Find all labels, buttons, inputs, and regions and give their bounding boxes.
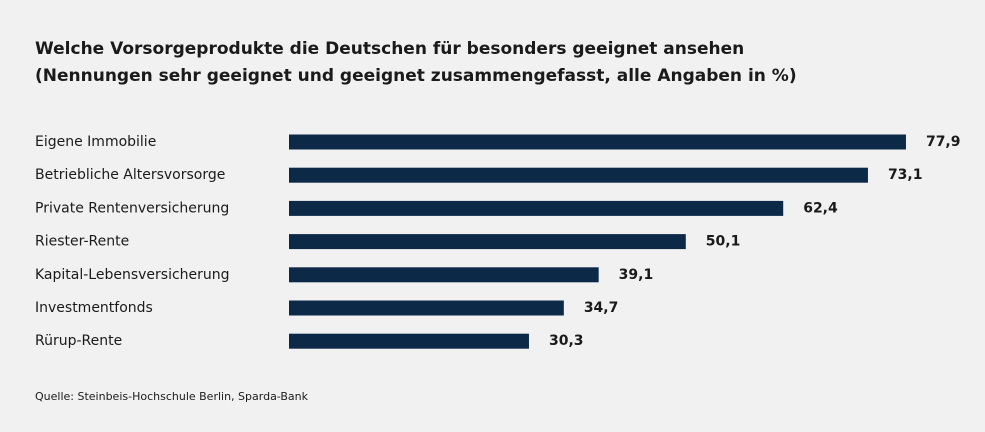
chart-subtitle: (Nennungen sehr geeignet und geeignet zu… bbox=[35, 66, 797, 86]
bar bbox=[289, 234, 686, 250]
value-label: 39,1 bbox=[619, 267, 654, 283]
value-label: 73,1 bbox=[888, 167, 923, 183]
chart-title: Welche Vorsorgeprodukte die Deutschen fü… bbox=[35, 39, 744, 59]
category-label: Investmentfonds bbox=[35, 300, 153, 316]
source: Quelle: Steinbeis-Hochschule Berlin, Spa… bbox=[35, 390, 309, 403]
value-label: 50,1 bbox=[706, 234, 741, 250]
category-label: Private Rentenversicherung bbox=[35, 200, 229, 216]
bar bbox=[289, 333, 529, 349]
category-label: Kapital-Lebensversicherung bbox=[35, 267, 230, 283]
bar bbox=[289, 200, 784, 216]
category-label: Riester-Rente bbox=[35, 234, 129, 250]
value-label: 77,9 bbox=[926, 134, 961, 150]
bar bbox=[289, 267, 599, 283]
bar bbox=[289, 167, 868, 183]
value-label: 30,3 bbox=[549, 333, 584, 349]
bar bbox=[289, 300, 564, 316]
category-label: Rürup-Rente bbox=[35, 333, 122, 349]
bar bbox=[289, 134, 906, 150]
value-label: 34,7 bbox=[584, 300, 619, 316]
category-label: Eigene Immobilie bbox=[35, 134, 156, 150]
value-label: 62,4 bbox=[803, 200, 838, 216]
category-label: Betriebliche Altersvorsorge bbox=[35, 167, 225, 183]
